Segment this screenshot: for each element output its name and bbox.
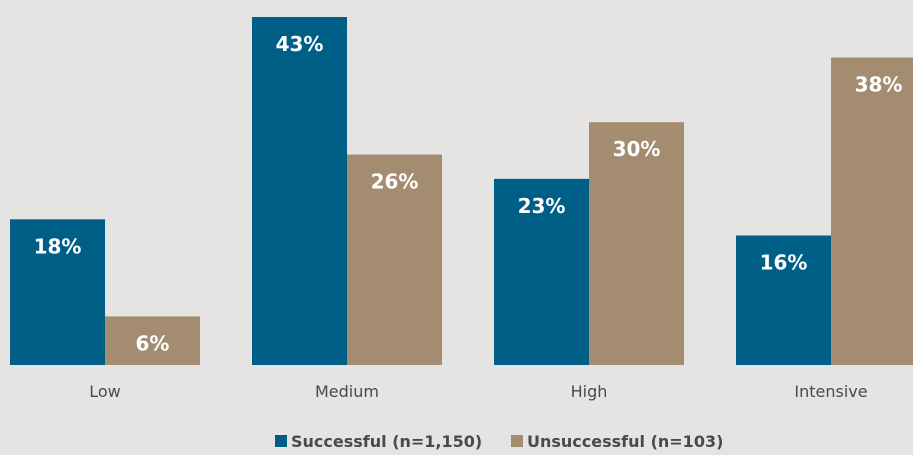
bar-high-unsuccessful: [589, 122, 684, 365]
bar-high-successful: [494, 178, 589, 365]
legend-swatch-successful: [275, 435, 287, 447]
data-label-intensive-unsuccessful: 38%: [855, 72, 903, 96]
legend-swatch-unsuccessful: [511, 435, 523, 447]
data-label-high-successful: 23%: [518, 194, 566, 218]
bar-low-unsuccessful: [105, 316, 200, 365]
bar-medium-unsuccessful: [347, 154, 442, 365]
data-label-medium-unsuccessful: 26%: [371, 170, 419, 194]
data-label-intensive-successful: 16%: [760, 251, 808, 275]
legend: Successful (n=1,150) Unsuccessful (n=103…: [275, 432, 723, 451]
bar-intensive-successful: [736, 235, 831, 365]
data-label-low-unsuccessful: 6%: [136, 331, 170, 355]
data-label-high-unsuccessful: 30%: [613, 137, 661, 161]
legend-label-successful: Successful (n=1,150): [291, 432, 482, 451]
data-label-medium-successful: 43%: [276, 32, 324, 56]
bars-layer: [10, 17, 913, 365]
category-label-medium: Medium: [315, 382, 379, 401]
bar-labels-layer: 18% 6% 43% 26% 23% 30% 16% 38%: [34, 32, 903, 355]
bar-medium-successful: [252, 17, 347, 365]
legend-label-unsuccessful: Unsuccessful (n=103): [527, 432, 723, 451]
bar-low-successful: [10, 219, 105, 365]
category-labels-layer: Low Medium High Intensive: [89, 382, 867, 401]
category-label-high: High: [571, 382, 608, 401]
data-label-low-successful: 18%: [34, 234, 82, 258]
category-label-low: Low: [89, 382, 121, 401]
bar-intensive-unsuccessful: [831, 57, 913, 365]
category-label-intensive: Intensive: [794, 382, 867, 401]
